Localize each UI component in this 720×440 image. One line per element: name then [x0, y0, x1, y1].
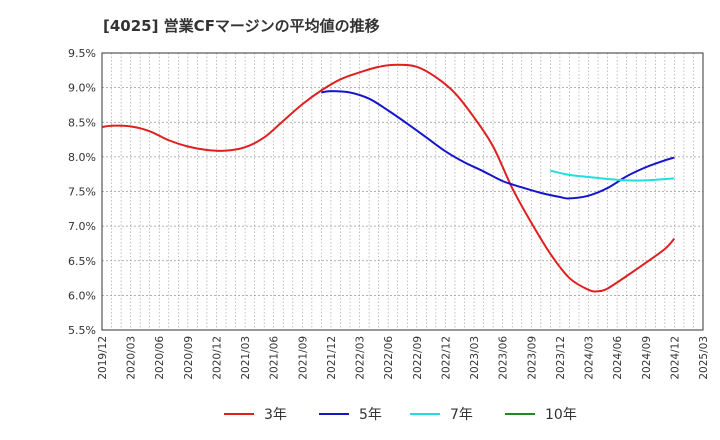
x-tick-label: 2024/03: [584, 336, 596, 380]
x-tick-label: 2023/03: [469, 336, 481, 380]
x-tick-label: 2020/06: [154, 336, 166, 380]
legend-label-10年: 10年: [545, 407, 577, 423]
legend-label-5年: 5年: [359, 407, 382, 423]
y-tick-label: 6.0%: [68, 289, 96, 302]
x-tick-label: 2022/03: [355, 336, 367, 380]
x-tick-label: 2021/03: [240, 336, 252, 380]
y-tick-label: 9.0%: [68, 82, 96, 95]
x-tick-label: 2024/06: [612, 336, 624, 380]
legend-label-3年: 3年: [264, 407, 287, 423]
x-tick-label: 2024/09: [641, 336, 653, 380]
x-tick-label: 2022/12: [440, 336, 452, 380]
x-tick-label: 2022/06: [383, 336, 395, 380]
chart-title: [4025] 営業CFマージンの平均値の推移: [103, 17, 380, 35]
x-tick-label: 2021/09: [297, 336, 309, 380]
x-tick-label: 2020/09: [183, 336, 195, 380]
x-tick-label: 2022/09: [412, 336, 424, 380]
legend: 3年 5年 7年 10年: [224, 407, 577, 423]
plot-frame: [101, 52, 704, 331]
y-tick-label: 5.5%: [68, 324, 96, 337]
x-tick-label: 2021/12: [326, 336, 338, 380]
x-tick-label: 2020/03: [126, 336, 138, 380]
legend-label-7年: 7年: [450, 407, 473, 423]
x-tick-label: 2023/09: [526, 336, 538, 380]
x-tick-label: 2021/06: [269, 336, 281, 380]
x-tick-label: 2024/12: [669, 336, 681, 380]
x-tick-label: 2020/12: [211, 336, 223, 380]
x-tick-label: 2023/06: [498, 336, 510, 380]
y-tick-label: 8.0%: [68, 151, 96, 164]
y-tick-label: 9.5%: [68, 47, 96, 60]
plot-area: 5.5% 6.0% 6.5% 7.0% 7.5% 8.0% 8.5% 9.0% 9.5% 2019…: [68, 47, 710, 380]
x-tick-label: 2025/03: [698, 336, 710, 380]
series-line-3年: [101, 63, 676, 293]
y-tick-label: 6.5%: [68, 255, 96, 268]
y-tick-label: 7.0%: [68, 220, 96, 233]
y-tick-label: 7.5%: [68, 186, 96, 199]
x-tick-label: 2019/12: [97, 336, 109, 380]
series-line-7年: [550, 169, 675, 182]
y-tick-label: 8.5%: [68, 116, 96, 129]
x-tick-label: 2023/12: [555, 336, 567, 380]
